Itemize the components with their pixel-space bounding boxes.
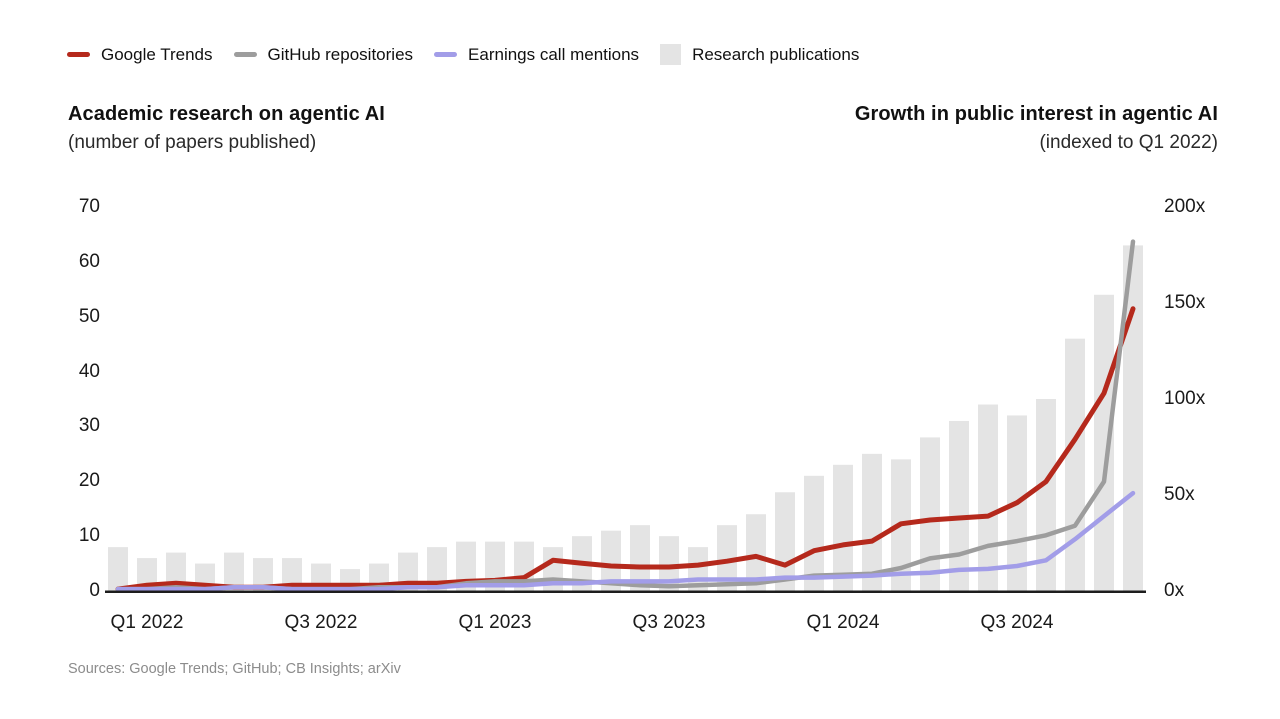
combo-chart-plot: [105, 239, 1146, 593]
bar-jun-2023: [601, 530, 621, 591]
x-axis-tick-q3-2022: Q3 2022: [284, 612, 358, 633]
bar-oct-2024: [1065, 338, 1085, 591]
legend-line-swatch-icon: [233, 52, 257, 57]
legend-label: Google Trends: [101, 44, 213, 64]
bar-jan-2022: [108, 547, 128, 591]
legend-label: Earnings call mentions: [468, 44, 640, 64]
x-axis-tick-q1-2024: Q1 2024: [806, 612, 880, 633]
left-axis-tick-60: 60: [78, 250, 100, 272]
bar-sep-2024: [1036, 399, 1056, 591]
research-publications-bars: [108, 245, 1143, 591]
bar-nov-2024: [1094, 294, 1114, 591]
right-chart-subtitle: (indexed to Q1 2022): [1039, 132, 1218, 153]
right-axis-tick-100x: 100x: [1164, 388, 1206, 409]
x-axis-tick-q1-2023: Q1 2023: [458, 612, 532, 633]
bar-dec-2022: [427, 547, 447, 591]
x-axis-tick-q3-2023: Q3 2023: [632, 612, 706, 633]
bar-feb-2024: [833, 464, 853, 591]
bar-jun-2022: [253, 558, 273, 591]
chart-legend: Google Trends GitHub repositories Earnings…: [67, 44, 859, 65]
x-axis-tick-q1-2022: Q1 2022: [110, 612, 184, 633]
right-title-block: Growth in public interest in agentic AI …: [855, 100, 1218, 157]
bar-jan-2023: [456, 541, 476, 591]
bar-may-2022: [224, 552, 244, 591]
bar-oct-2023: [717, 525, 737, 591]
legend-item-research-publications: Research publications: [660, 44, 859, 65]
bar-jun-2024: [949, 420, 969, 591]
bar-jul-2024: [978, 404, 998, 591]
left-axis-tick-0: 0: [89, 580, 100, 601]
bar-dec-2023: [775, 492, 795, 591]
legend-label: Research publications: [692, 44, 860, 64]
bar-aug-2023: [659, 536, 679, 591]
left-axis-tick-10: 10: [78, 525, 100, 547]
source-note: Sources: Google Trends; GitHub; CB Insig…: [68, 661, 401, 677]
bar-jul-2023: [630, 525, 650, 591]
left-title-block: Academic research on agentic AI (number …: [68, 100, 385, 157]
right-axis-tick-50x: 50x: [1164, 484, 1195, 505]
legend-line-swatch-icon: [434, 52, 458, 57]
legend-item-github-repositories: GitHub repositories: [233, 44, 414, 65]
left-axis-tick-30: 30: [78, 415, 100, 437]
left-chart-title: Academic research on agentic AI: [68, 103, 385, 125]
right-axis-tick-200x: 200x: [1164, 196, 1206, 217]
line-google-trends: [115, 306, 1136, 592]
legend-line-swatch-icon: [67, 52, 90, 57]
left-axis-tick-40: 40: [78, 360, 100, 382]
left-axis-tick-20: 20: [78, 470, 100, 492]
legend-label: GitHub repositories: [267, 44, 414, 64]
legend-item-google-trends: Google Trends: [67, 45, 213, 65]
bar-may-2024: [920, 437, 940, 591]
legend-item-earnings-call-mentions: Earnings call mentions: [434, 45, 639, 65]
x-axis-tick-q3-2024: Q3 2024: [980, 612, 1054, 633]
left-axis-tick-50: 50: [78, 305, 100, 327]
bar-mar-2024: [862, 453, 882, 591]
left-axis-tick-70: 70: [78, 196, 100, 217]
x-axis-line: [105, 590, 1146, 593]
bar-nov-2023: [746, 514, 766, 591]
right-axis-tick-150x: 150x: [1164, 292, 1206, 313]
line-earnings-call-mentions: [115, 490, 1136, 592]
left-chart-subtitle: (number of papers published): [68, 132, 317, 153]
bar-dec-2024: [1123, 245, 1143, 591]
bar-jan-2024: [804, 475, 824, 591]
right-axis-tick-0x: 0x: [1164, 580, 1185, 601]
right-chart-title: Growth in public interest in agentic AI: [854, 103, 1218, 125]
legend-square-swatch-icon: [660, 44, 682, 65]
